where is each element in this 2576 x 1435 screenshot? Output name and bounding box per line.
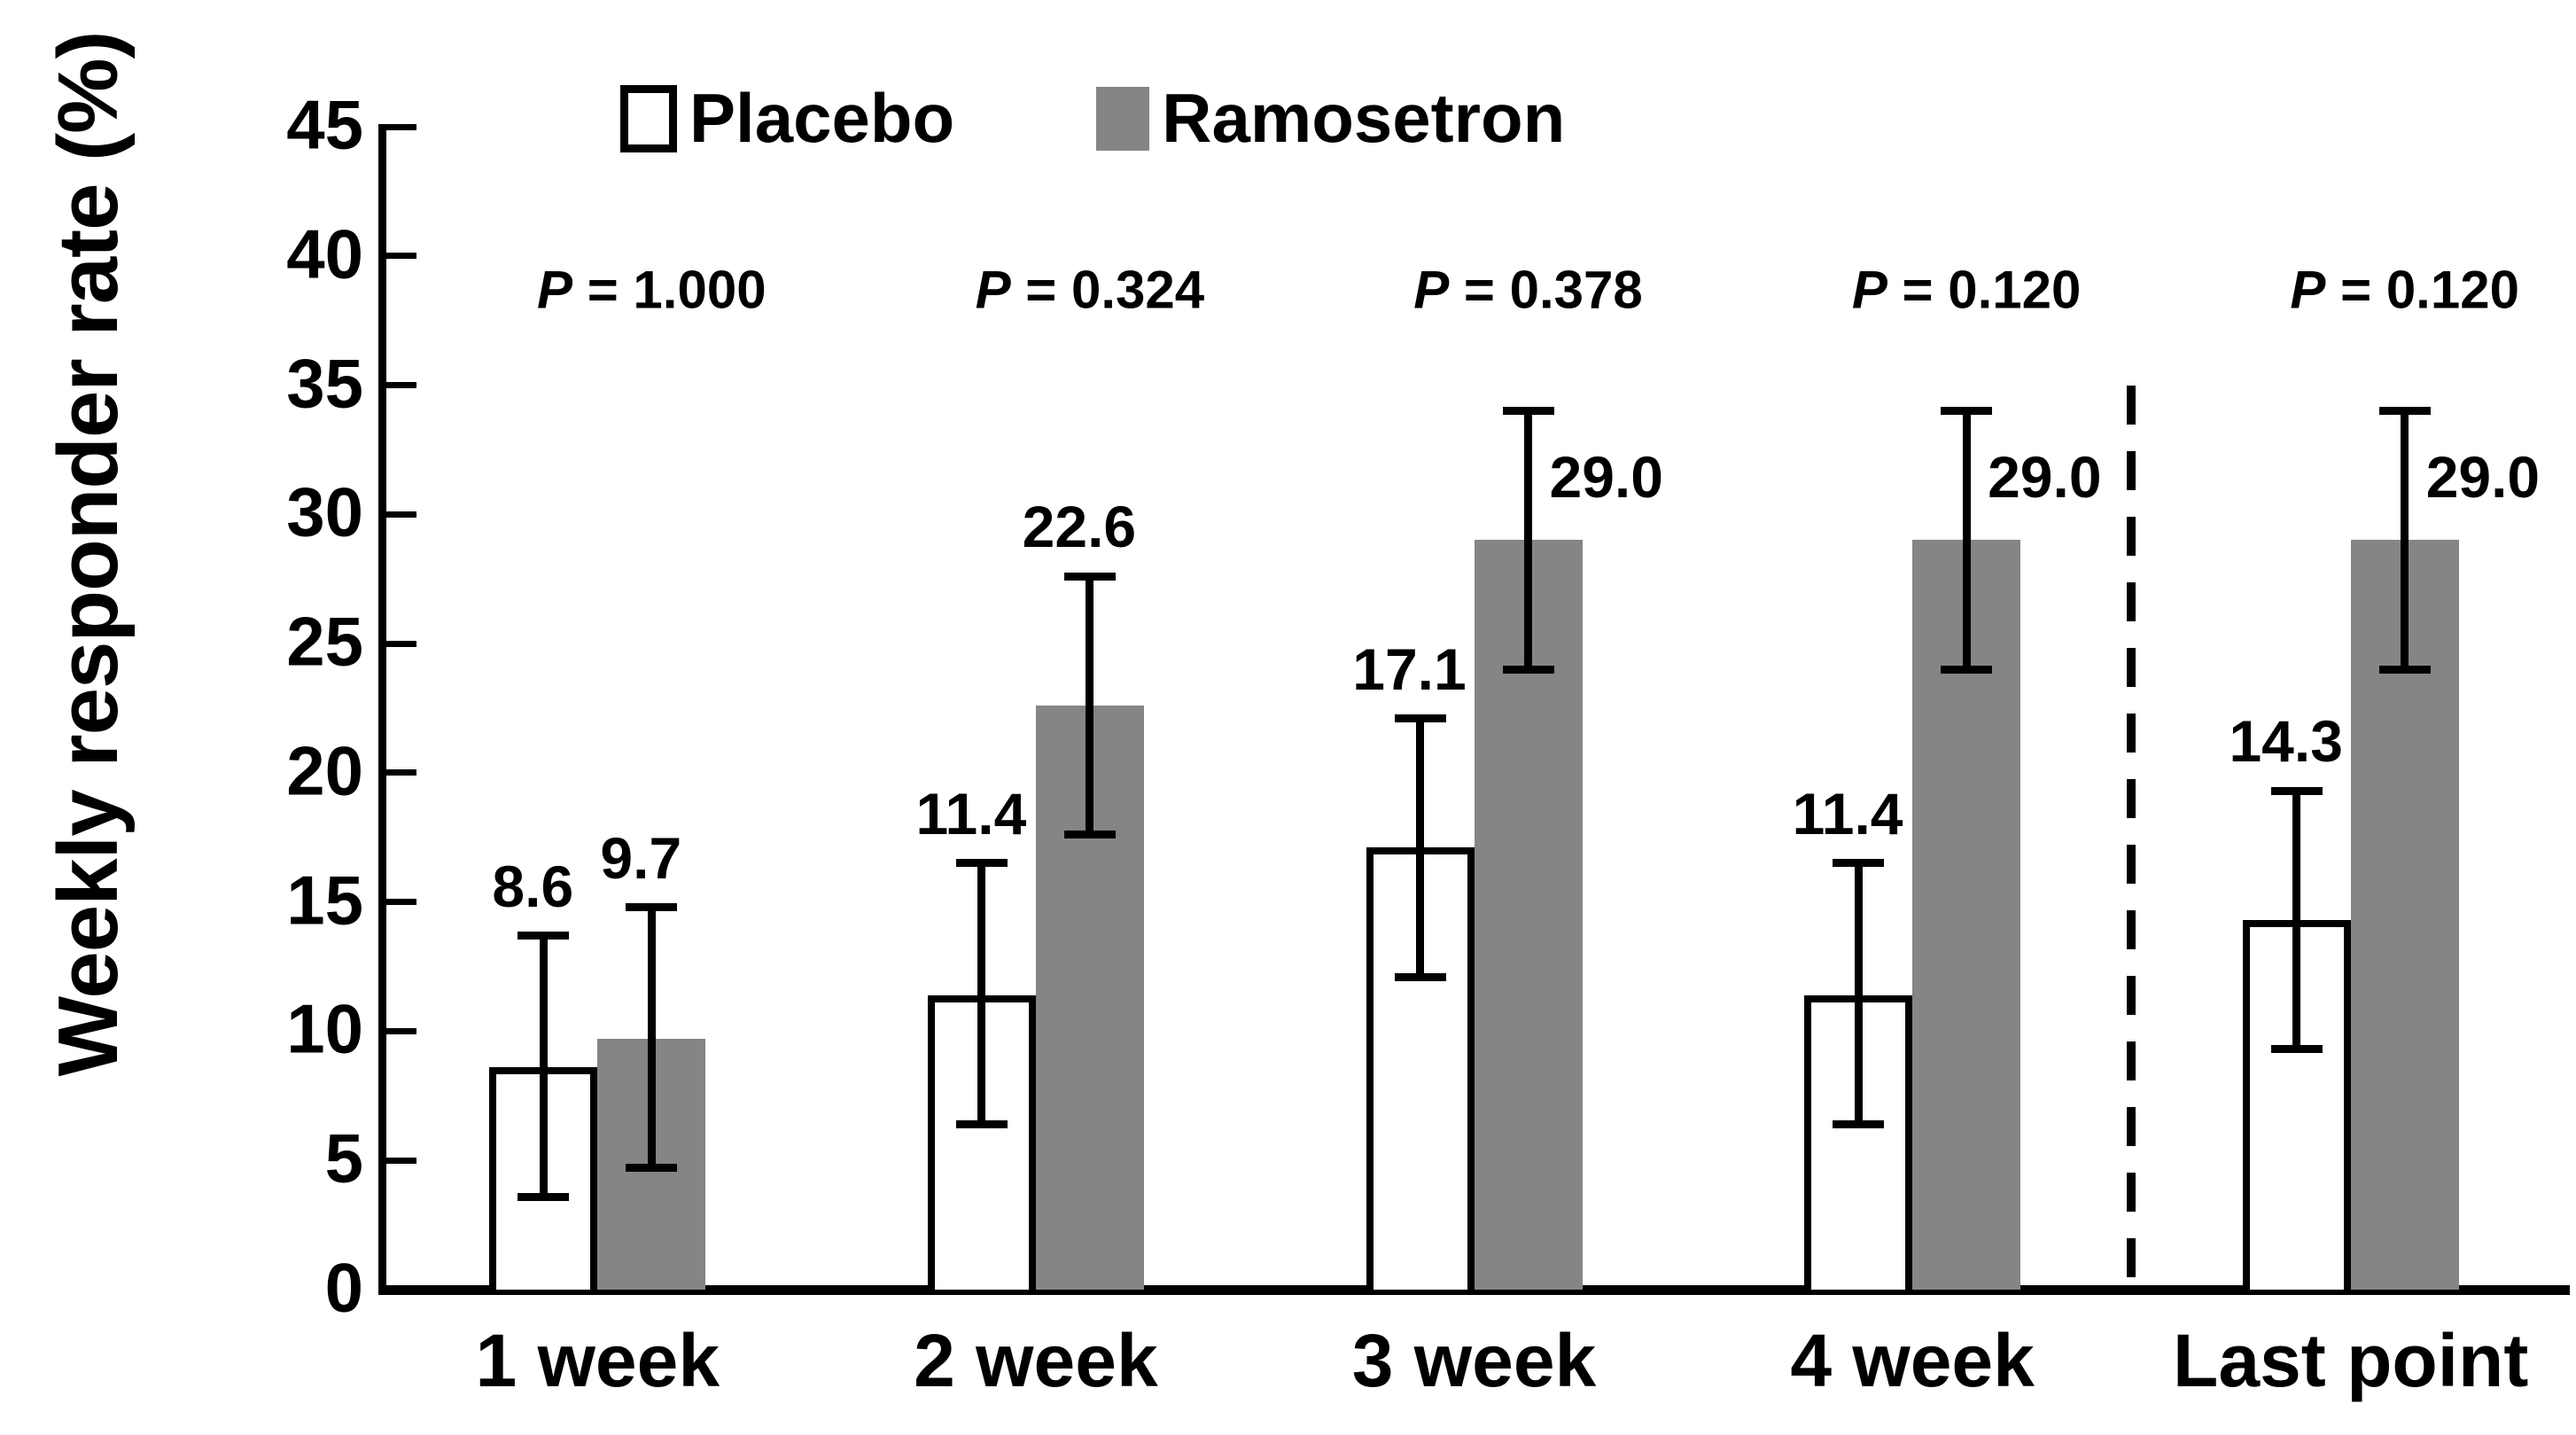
value-label-placebo-last-point: 14.3 [2229, 708, 2343, 775]
error-bar-cap-top-placebo-1-week [518, 932, 570, 940]
error-bar-cap-bottom-ramosetron-4-week [1941, 665, 1993, 674]
y-axis-line [378, 127, 386, 1290]
y-axis-tick-label: 10 [286, 990, 363, 1069]
error-bar-cap-bottom-placebo-3-week [1394, 972, 1446, 981]
y-axis-tick-label: 25 [286, 602, 363, 681]
error-bar-cap-bottom-placebo-1-week [518, 1192, 570, 1201]
error-bar-cap-bottom-ramosetron-1-week [626, 1164, 678, 1173]
error-bar-cap-top-ramosetron-1-week [626, 902, 678, 911]
error-bar-cap-top-ramosetron-4-week [1941, 407, 1993, 416]
value-label-ramosetron-1-week: 9.7 [600, 824, 682, 891]
value-label-placebo-4-week: 11.4 [1792, 780, 1903, 846]
y-axis-tick-label: 5 [324, 1119, 363, 1197]
x-axis-line [378, 1285, 2570, 1295]
legend-label-ramosetron: Ramosetron [1162, 79, 1566, 157]
error-bar-stem-ramosetron-4-week [1962, 410, 1971, 670]
p-value-label-1-week: P = 1.000 [537, 260, 767, 320]
error-bar-stem-placebo-1-week [539, 935, 548, 1197]
y-axis-tick-label: 15 [286, 861, 363, 940]
y-axis-tick [378, 1027, 416, 1034]
legend-item-placebo: Placebo [620, 78, 954, 159]
error-bar-stem-placebo-4-week [1854, 862, 1863, 1125]
x-axis-category-label-1-week: 1 week [475, 1319, 720, 1402]
y-axis-tick [378, 511, 416, 518]
y-axis-tick [378, 123, 416, 130]
error-bar-cap-bottom-placebo-2-week [955, 1119, 1008, 1128]
p-symbol: P [975, 260, 1011, 320]
y-axis-tick-label: 0 [324, 1248, 363, 1327]
value-label-ramosetron-4-week: 29.0 [1988, 443, 2102, 510]
x-axis-category-label-4-week: 4 week [1790, 1319, 2035, 1402]
legend: Placebo Ramosetron [620, 78, 1565, 159]
error-bar-cap-top-placebo-3-week [1394, 714, 1446, 723]
error-bar-cap-top-placebo-last-point [2270, 786, 2323, 795]
error-bar-stem-ramosetron-last-point [2401, 410, 2409, 670]
y-axis-tick [378, 769, 416, 776]
y-axis-tick [378, 899, 416, 906]
y-axis-tick [378, 253, 416, 260]
error-bar-cap-top-ramosetron-last-point [2378, 407, 2431, 416]
error-bar-stem-placebo-2-week [977, 862, 986, 1125]
p-value-label-2-week: P = 0.324 [975, 260, 1205, 320]
error-bar-stem-ramosetron-2-week [1086, 576, 1094, 835]
y-axis-tick-label: 20 [286, 731, 363, 810]
p-symbol: P [1413, 260, 1450, 320]
error-bar-stem-ramosetron-3-week [1524, 410, 1532, 670]
y-axis-tick [378, 1157, 416, 1164]
y-axis-tick [378, 640, 416, 647]
error-bar-cap-bottom-ramosetron-last-point [2378, 665, 2431, 674]
error-bar-cap-bottom-ramosetron-3-week [1502, 665, 1554, 674]
y-axis-tick-label: 45 [286, 85, 363, 164]
error-bar-stem-placebo-3-week [1416, 718, 1424, 978]
error-bar-cap-top-placebo-4-week [1833, 859, 1885, 868]
error-bar-cap-top-placebo-2-week [955, 859, 1008, 868]
error-bar-cap-top-ramosetron-3-week [1502, 407, 1554, 416]
error-bar-cap-bottom-placebo-last-point [2270, 1045, 2323, 1054]
error-bar-cap-bottom-placebo-4-week [1833, 1119, 1885, 1128]
value-label-ramosetron-3-week: 29.0 [1549, 443, 1663, 510]
p-symbol: P [2290, 260, 2326, 320]
p-symbol: P [1851, 260, 1887, 320]
legend-item-ramosetron: Ramosetron [1096, 78, 1565, 159]
legend-swatch-placebo-icon [620, 84, 677, 152]
p-symbol: P [537, 260, 573, 320]
x-axis-category-label-2-week: 2 week [914, 1319, 1158, 1402]
legend-swatch-ramosetron-icon [1096, 86, 1150, 151]
p-value-label-4-week: P = 0.120 [1851, 260, 2082, 320]
y-axis-tick-label: 40 [286, 214, 363, 293]
p-value-label-3-week: P = 0.378 [1413, 260, 1643, 320]
value-label-placebo-2-week: 11.4 [915, 780, 1027, 846]
y-axis-title: Weekly responder rate (%) [41, 31, 136, 1077]
separator-dashed-line [2127, 385, 2136, 1290]
value-label-placebo-3-week: 17.1 [1352, 636, 1467, 702]
y-axis-tick [378, 382, 416, 389]
x-axis-category-label-3-week: 3 week [1351, 1319, 1597, 1402]
y-axis-tick-label: 30 [286, 473, 363, 552]
p-value-label-last-point: P = 0.120 [2290, 260, 2519, 320]
error-bar-cap-bottom-ramosetron-2-week [1063, 831, 1116, 839]
value-label-placebo-1-week: 8.6 [492, 853, 574, 919]
error-bar-stem-ramosetron-1-week [647, 907, 656, 1168]
legend-label-placebo: Placebo [689, 79, 955, 157]
x-axis-category-label-last-point: Last point [2173, 1319, 2529, 1402]
value-label-ramosetron-2-week: 22.6 [1022, 494, 1137, 560]
value-label-ramosetron-last-point: 29.0 [2425, 443, 2541, 510]
y-axis-tick-label: 35 [286, 344, 363, 423]
error-bar-cap-top-ramosetron-2-week [1063, 572, 1116, 581]
error-bar-stem-placebo-last-point [2292, 791, 2301, 1049]
